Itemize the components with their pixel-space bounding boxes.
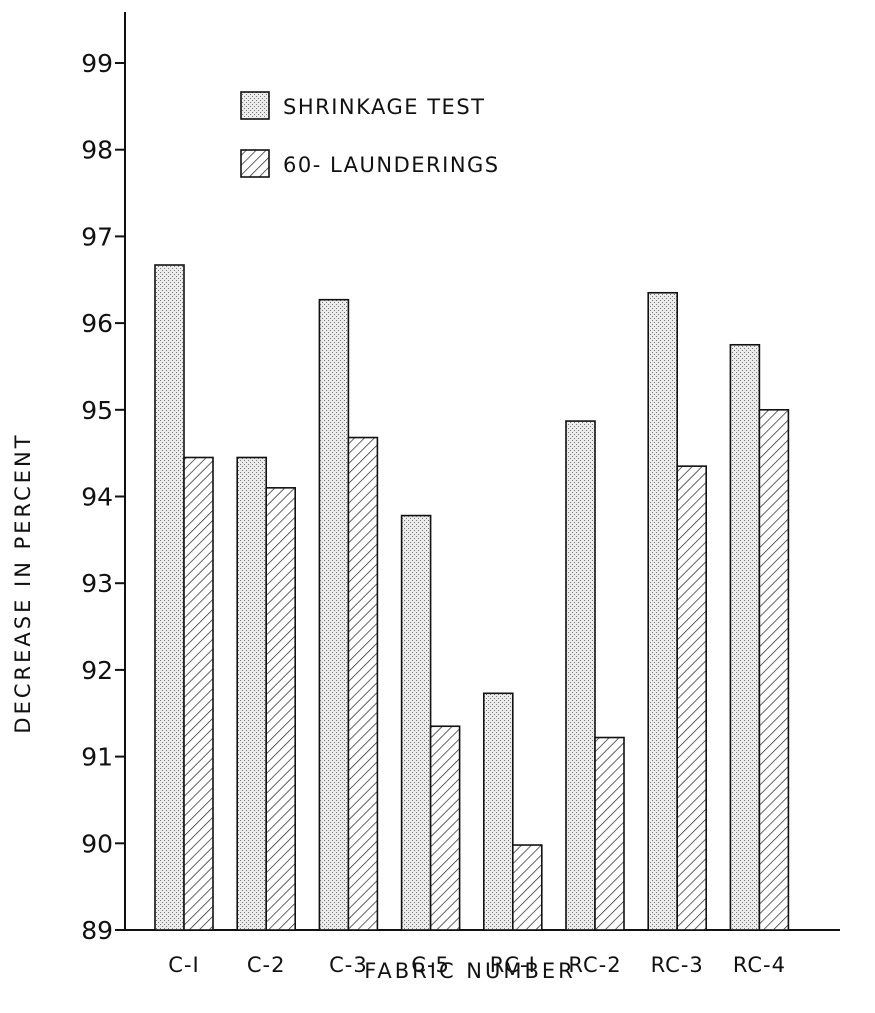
x-category-label: RC-3: [651, 953, 704, 977]
y-tick-label: 94: [81, 483, 113, 512]
y-tick-label: 95: [81, 396, 113, 425]
x-category-label: C-5: [411, 953, 450, 977]
y-tick-label: 92: [81, 656, 113, 685]
bar-launderings-rc-i: [511, 844, 543, 931]
legend-label-shrinkage: SHRINKAGE TEST: [283, 95, 485, 119]
y-axis-title: DECREASE IN PERCENT: [11, 432, 35, 733]
bar-shrinkage-c-3: [318, 298, 350, 931]
bar-launderings-c-5: [429, 725, 461, 931]
legend-label-launderings: 60- LAUNDERINGS: [283, 153, 500, 177]
bar-shrinkage-c-2: [236, 456, 267, 931]
bars: [154, 264, 790, 931]
y-tick-label: 90: [81, 829, 113, 858]
y-tick-label: 99: [81, 49, 113, 78]
x-axis: C-I C-2 C-3 C-5 RC-I RC-2 RC-3 RC-4: [125, 929, 840, 977]
y-tick-label: 93: [81, 569, 113, 598]
legend: SHRINKAGE TEST 60- LAUNDERINGS: [240, 91, 500, 178]
bar-shrinkage-rc-2: [565, 420, 596, 931]
y-tick-label: 98: [81, 136, 113, 165]
bar-shrinkage-rc-i: [482, 692, 514, 931]
y-tick-label: 97: [81, 222, 113, 251]
bar-shrinkage-rc-3: [647, 291, 679, 931]
bar-launderings-c-3: [347, 436, 379, 931]
bar-launderings-c-i: [183, 456, 214, 931]
x-axis-title: FABRIC NUMBER: [364, 959, 576, 983]
bar-launderings-c-2: [265, 487, 297, 931]
bar-shrinkage-c-5: [400, 514, 432, 931]
bar-launderings-rc-4: [758, 408, 790, 931]
x-category-label: C-I: [168, 953, 199, 977]
bar-launderings-rc-2: [594, 736, 625, 931]
bar-shrinkage-c-i: [154, 264, 185, 931]
bar-shrinkage-rc-4: [729, 343, 761, 931]
y-tick-label: 89: [81, 916, 113, 945]
bar-launderings-rc-3: [676, 465, 708, 931]
legend-swatch-shrinkage: [240, 91, 270, 120]
y-tick-label: 96: [81, 309, 113, 338]
x-category-label: C-2: [247, 953, 286, 977]
x-category-label: RC-2: [568, 953, 621, 977]
legend-swatch-launderings: [240, 149, 270, 178]
x-category-label: RC-I: [490, 953, 536, 977]
x-category-label: RC-4: [733, 953, 786, 977]
y-axis: 89 90 91 92 93 94 95 96 97 98 99: [81, 12, 126, 945]
x-category-label: C-3: [329, 953, 368, 977]
y-tick-label: 91: [81, 743, 113, 772]
